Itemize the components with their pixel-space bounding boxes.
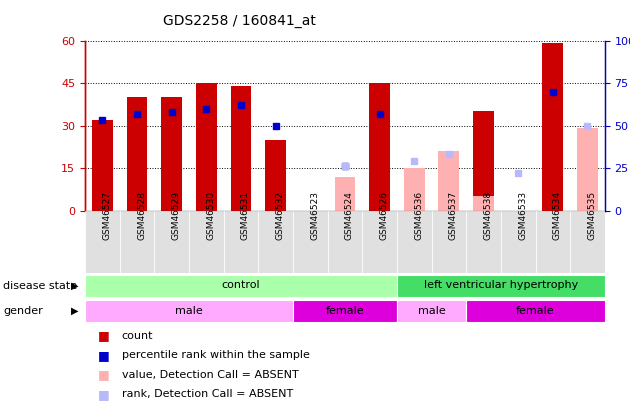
FancyBboxPatch shape bbox=[501, 211, 536, 273]
Bar bbox=[231, 86, 251, 211]
FancyBboxPatch shape bbox=[397, 275, 605, 297]
Bar bbox=[92, 120, 113, 211]
FancyBboxPatch shape bbox=[432, 211, 466, 273]
Bar bbox=[404, 168, 425, 211]
FancyBboxPatch shape bbox=[293, 300, 397, 322]
Text: control: control bbox=[222, 280, 260, 290]
Text: ▶: ▶ bbox=[71, 306, 79, 316]
Text: ■: ■ bbox=[98, 349, 110, 362]
FancyBboxPatch shape bbox=[570, 211, 605, 273]
Text: female: female bbox=[326, 305, 364, 315]
Bar bbox=[196, 83, 217, 211]
Bar bbox=[438, 151, 459, 211]
FancyBboxPatch shape bbox=[328, 211, 362, 273]
Text: female: female bbox=[516, 305, 555, 315]
FancyBboxPatch shape bbox=[154, 211, 189, 273]
Bar bbox=[369, 83, 390, 211]
Text: GSM46524: GSM46524 bbox=[345, 191, 354, 240]
FancyBboxPatch shape bbox=[397, 211, 432, 273]
Text: disease state: disease state bbox=[3, 281, 77, 291]
Bar bbox=[473, 111, 494, 211]
Text: GSM46531: GSM46531 bbox=[241, 191, 250, 240]
Text: GSM46534: GSM46534 bbox=[553, 191, 562, 240]
FancyBboxPatch shape bbox=[466, 211, 501, 273]
FancyBboxPatch shape bbox=[362, 211, 397, 273]
Text: GSM46538: GSM46538 bbox=[484, 191, 493, 240]
Bar bbox=[335, 177, 355, 211]
FancyBboxPatch shape bbox=[258, 211, 293, 273]
Text: percentile rank within the sample: percentile rank within the sample bbox=[122, 350, 309, 360]
Bar bbox=[265, 140, 286, 211]
FancyBboxPatch shape bbox=[293, 211, 328, 273]
Text: GSM46537: GSM46537 bbox=[449, 191, 458, 240]
Text: ▶: ▶ bbox=[71, 281, 79, 291]
FancyBboxPatch shape bbox=[120, 211, 154, 273]
Text: value, Detection Call = ABSENT: value, Detection Call = ABSENT bbox=[122, 370, 299, 379]
FancyBboxPatch shape bbox=[85, 300, 293, 322]
Bar bbox=[577, 128, 598, 211]
Text: ■: ■ bbox=[98, 329, 110, 342]
Text: GSM46530: GSM46530 bbox=[206, 191, 215, 240]
Text: gender: gender bbox=[3, 306, 43, 316]
FancyBboxPatch shape bbox=[466, 300, 605, 322]
Bar bbox=[127, 97, 147, 211]
Bar bbox=[473, 196, 494, 211]
Text: GSM46536: GSM46536 bbox=[415, 191, 423, 240]
FancyBboxPatch shape bbox=[189, 211, 224, 273]
Text: GSM46523: GSM46523 bbox=[310, 191, 319, 240]
Text: GSM46527: GSM46527 bbox=[103, 191, 112, 240]
Bar bbox=[161, 97, 182, 211]
FancyBboxPatch shape bbox=[536, 211, 570, 273]
Text: male: male bbox=[418, 305, 445, 315]
Text: GSM46535: GSM46535 bbox=[587, 191, 597, 240]
Bar bbox=[542, 43, 563, 211]
Text: GDS2258 / 160841_at: GDS2258 / 160841_at bbox=[163, 14, 316, 28]
Text: ■: ■ bbox=[98, 388, 110, 401]
FancyBboxPatch shape bbox=[397, 300, 466, 322]
FancyBboxPatch shape bbox=[224, 211, 258, 273]
Text: GSM46529: GSM46529 bbox=[171, 191, 181, 240]
Text: count: count bbox=[122, 331, 153, 341]
Text: GSM46526: GSM46526 bbox=[379, 191, 389, 240]
Text: left ventricular hypertrophy: left ventricular hypertrophy bbox=[424, 280, 578, 290]
FancyBboxPatch shape bbox=[85, 211, 120, 273]
Text: male: male bbox=[175, 305, 203, 315]
Text: GSM46528: GSM46528 bbox=[137, 191, 146, 240]
Text: GSM46532: GSM46532 bbox=[276, 191, 285, 240]
Bar bbox=[438, 151, 459, 211]
Text: GSM46533: GSM46533 bbox=[518, 191, 527, 240]
Text: ■: ■ bbox=[98, 368, 110, 381]
Text: rank, Detection Call = ABSENT: rank, Detection Call = ABSENT bbox=[122, 389, 293, 399]
FancyBboxPatch shape bbox=[85, 275, 397, 297]
